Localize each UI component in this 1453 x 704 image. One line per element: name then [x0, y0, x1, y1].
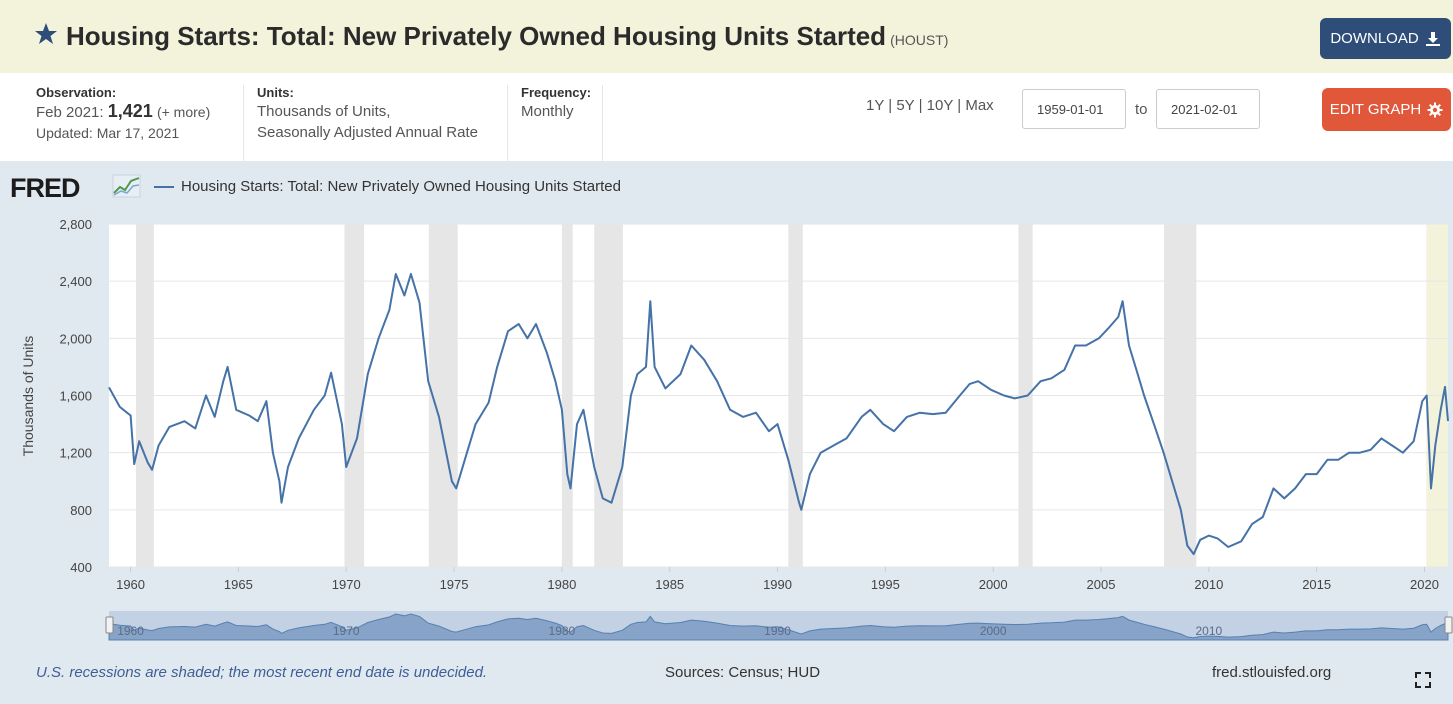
range-separator: |: [888, 97, 893, 114]
chart-svg[interactable]: 400 800 1,200 1,600 2,000 2,400 2,800 1960 1965 1…: [0, 161, 1453, 661]
y-axis-label: Thousands of Units: [20, 336, 36, 457]
x-tick-label: 2015: [1302, 577, 1331, 592]
observation-more-link[interactable]: (+ more): [156, 104, 211, 120]
x-tick-label: 1990: [763, 577, 792, 592]
x-tick-label: 2010: [1194, 577, 1223, 592]
sources: Sources: Census; HUD: [665, 664, 821, 681]
start-date-input[interactable]: 1959-01-01: [1022, 89, 1126, 129]
units-value-line2: Seasonally Adjusted Annual Rate: [257, 124, 478, 141]
x-tick-label: 1985: [655, 577, 684, 592]
navigator-label: 2000: [980, 624, 1007, 638]
y-tick-label: 1,200: [59, 446, 92, 461]
observation-value: 1,421: [107, 101, 153, 121]
x-tick-label: 2020: [1410, 577, 1439, 592]
edit-graph-button[interactable]: EDIT GRAPH: [1322, 88, 1451, 131]
range-max-button[interactable]: Max: [965, 97, 994, 114]
edit-graph-label: EDIT GRAPH: [1329, 101, 1422, 118]
x-tick-label: 1970: [332, 577, 361, 592]
x-tick-label: 1965: [224, 577, 253, 592]
divider: [507, 85, 508, 161]
x-tick-label: 1960: [116, 577, 145, 592]
x-tick-label: 1975: [440, 577, 469, 592]
units-block: Units: Thousands of Units, Seasonally Ad…: [257, 85, 478, 143]
divider: [602, 85, 603, 161]
y-tick-label: 800: [70, 503, 92, 518]
units-label: Units:: [257, 85, 294, 100]
y-tick-label: 2,800: [59, 217, 92, 232]
navigator-label: 2010: [1195, 624, 1222, 638]
range-5y-button[interactable]: 5Y: [896, 97, 915, 114]
legend-swatch: [154, 185, 174, 188]
series-meta: Observation: Feb 2021: 1,421 (+ more) Up…: [0, 73, 1453, 161]
fred-logo-chart-icon: [112, 174, 141, 198]
range-separator: |: [918, 97, 923, 114]
navigator-label: 1990: [764, 624, 791, 638]
navigator-series: [108, 613, 1449, 641]
units-value-line1: Thousands of Units,: [257, 103, 391, 120]
source-url[interactable]: fred.stlouisfed.org: [1212, 664, 1332, 681]
graph-panel: FRED Housing Starts: Total: New Privatel…: [0, 161, 1453, 704]
series-code: (HOUST): [890, 32, 949, 48]
chart-legend: Housing Starts: Total: New Privately Own…: [154, 178, 621, 195]
navigator-label: 1970: [333, 624, 360, 638]
y-tick-label: 400: [70, 560, 92, 575]
observation-label: Observation:: [36, 85, 117, 100]
recession-note: U.S. recessions are shaded; the most rec…: [36, 664, 488, 681]
range-separator: |: [957, 97, 962, 114]
download-button[interactable]: DOWNLOAD: [1320, 18, 1451, 59]
x-tick-label: 2005: [1087, 577, 1116, 592]
navigator-label: 1960: [117, 624, 144, 638]
download-label: DOWNLOAD: [1330, 30, 1419, 47]
divider: [243, 85, 244, 161]
gear-icon: [1427, 102, 1443, 117]
title-bar: Housing Starts: Total: New Privately Own…: [0, 0, 1453, 73]
range-10y-button[interactable]: 10Y: [926, 97, 954, 114]
legend-label: Housing Starts: Total: New Privately Own…: [181, 178, 621, 195]
download-icon: [1425, 31, 1440, 46]
frequency-block: Frequency: Monthly: [521, 85, 591, 122]
x-tick-label: 1995: [871, 577, 900, 592]
navigator-label: 1980: [549, 624, 576, 638]
frequency-label: Frequency:: [521, 85, 592, 100]
x-tick-label: 1980: [547, 577, 576, 592]
y-tick-label: 1,600: [59, 389, 92, 404]
frequency-value: Monthly: [521, 103, 574, 120]
observation-block: Observation: Feb 2021: 1,421 (+ more) Up…: [36, 85, 210, 144]
updated-date: Updated: Mar 17, 2021: [36, 125, 180, 141]
observation-date: Feb 2021:: [36, 104, 104, 121]
range-selector: 1Y | 5Y | 10Y | Max: [866, 97, 994, 114]
navigator-handle[interactable]: [105, 616, 114, 634]
fred-logo[interactable]: FRED: [10, 173, 80, 203]
page-title: Housing Starts: Total: New Privately Own…: [66, 21, 949, 51]
star-icon[interactable]: [34, 22, 58, 46]
x-tick-label: 2000: [979, 577, 1008, 592]
range-1y-button[interactable]: 1Y: [866, 97, 885, 114]
series-line: [108, 273, 1449, 556]
navigator-handle[interactable]: [1444, 616, 1453, 634]
end-date-input[interactable]: 2021-02-01: [1156, 89, 1260, 129]
y-tick-label: 2,400: [59, 274, 92, 289]
to-label: to: [1135, 101, 1148, 118]
fullscreen-icon[interactable]: [1415, 672, 1431, 688]
y-tick-label: 2,000: [59, 331, 92, 346]
